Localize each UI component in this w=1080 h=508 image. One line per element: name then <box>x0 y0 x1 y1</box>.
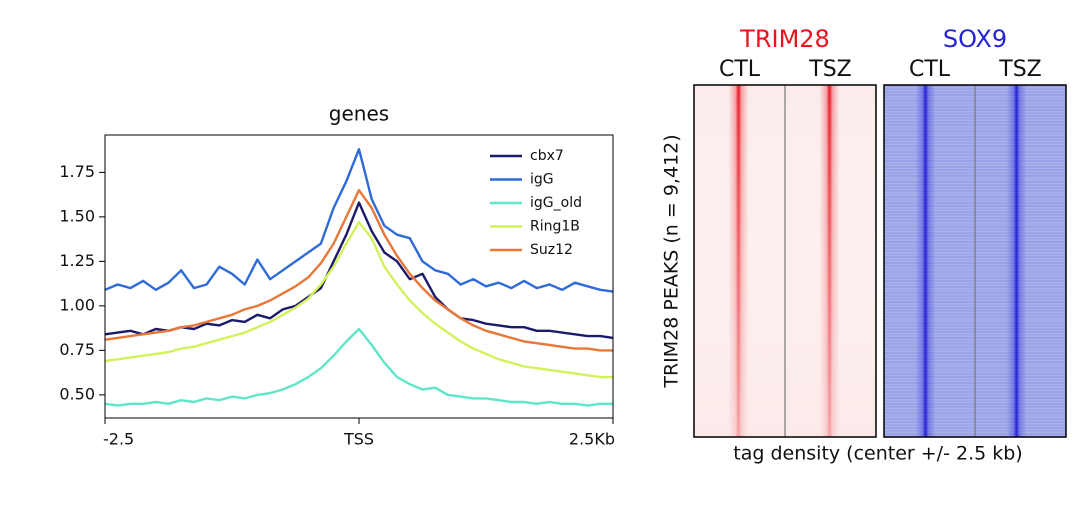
y-tick-label: 0.75 <box>59 340 95 359</box>
column-label: CTL <box>909 57 951 82</box>
legend-label: cbx7 <box>530 148 564 164</box>
panel-title: TRIM28 <box>739 25 830 53</box>
series-line <box>104 327 613 407</box>
heatmap-chart: TRIM28 CTL TSZ SOX9 CTL TSZ tag density (cente… <box>661 25 1067 465</box>
panel-frame <box>693 84 877 438</box>
series-line <box>104 147 614 293</box>
y-tick-label: 1.50 <box>59 206 95 225</box>
series-line <box>104 188 613 352</box>
column-label: TSZ <box>808 57 851 82</box>
legend-label: Suz12 <box>530 242 573 258</box>
y-tick-label: 1.75 <box>59 162 95 181</box>
legend-label: Ring1B <box>530 219 580 235</box>
y-axis-label: TRIM28 PEAKS (n = 9,412) <box>661 134 683 388</box>
x-axis-label: tag density (center +/- 2.5 kb) <box>733 443 1022 465</box>
legend-label: igG_old <box>530 195 582 211</box>
y-tick-label: 1.00 <box>59 295 95 314</box>
panel-title: SOX9 <box>943 25 1007 53</box>
column-label: CTL <box>719 57 761 82</box>
heatmap-stripe <box>915 85 936 437</box>
column-label: TSZ <box>998 57 1041 82</box>
panel-frame <box>883 84 1067 438</box>
x-tick-label: -2.5 <box>103 430 134 449</box>
x-tick-label: 2.5Kb <box>569 430 615 449</box>
y-tick-label: 0.50 <box>59 384 95 403</box>
plot-frame <box>104 134 614 419</box>
line-chart: genes 0.50 0.75 1.00 1.25 1.50 1.75 -2.5 TSS 2.5K… <box>59 102 615 449</box>
series-line <box>104 201 614 340</box>
x-tick-label: TSS <box>343 430 374 449</box>
y-tick-label: 1.25 <box>59 251 95 270</box>
series-line <box>104 220 613 379</box>
legend-label: igG <box>530 172 554 188</box>
heatmap-stripe <box>1006 85 1027 437</box>
chart-title: genes <box>329 102 389 126</box>
